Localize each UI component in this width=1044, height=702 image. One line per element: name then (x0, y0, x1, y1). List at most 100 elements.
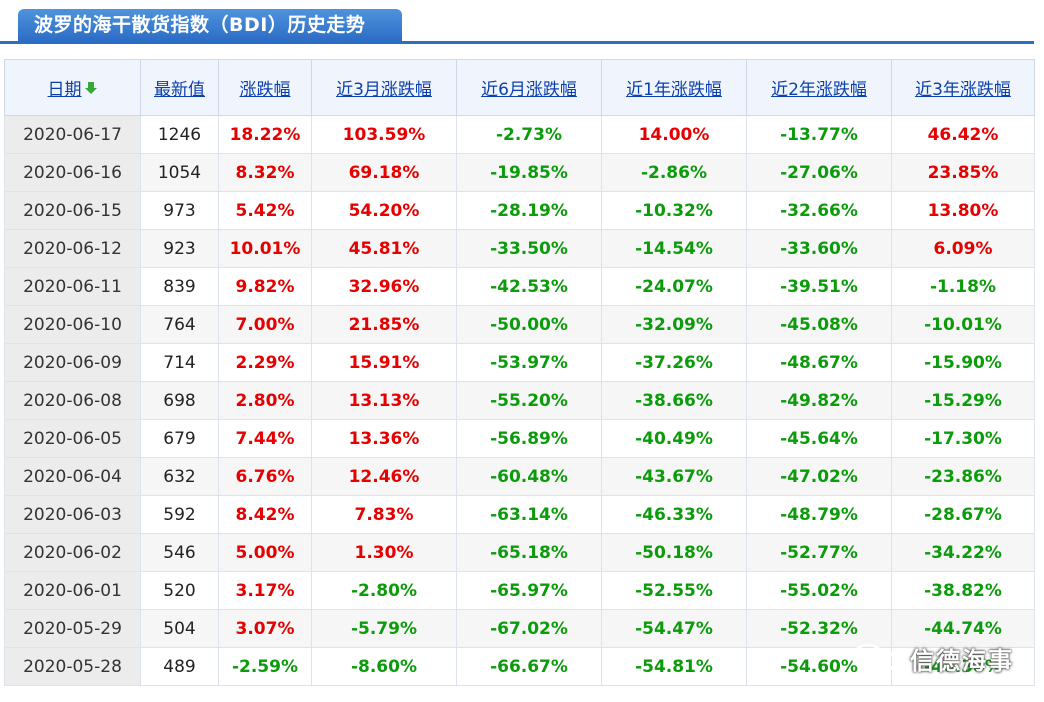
percent-change-cell: -37.26% (601, 343, 747, 382)
percent-change-cell: 2.80% (218, 381, 312, 420)
percent-change-cell: -50.18% (601, 533, 747, 572)
table-row: 2020-06-08 698 2.80% 13.13% -55.20% -38.66% -4… (4, 381, 1035, 420)
value-cell: 632 (140, 457, 219, 496)
percent-change-cell: -45.08% (746, 305, 892, 344)
percent-change-cell: -49.82% (746, 381, 892, 420)
percent-change-cell: -63.14% (456, 495, 602, 534)
percent-change-cell: -32.09% (601, 305, 747, 344)
value-cell: 764 (140, 305, 219, 344)
percent-change-cell: 103.59% (311, 115, 457, 154)
bdi-history-table: 日期 最新值 涨跌幅 近3月涨跌幅 近6月涨跌幅 近1年涨跌幅 近2年涨跌幅 近3年涨跌幅 2… (4, 59, 1035, 686)
percent-change-cell: -65.97% (456, 571, 602, 610)
percent-change-cell: -52.55% (601, 571, 747, 610)
percent-change-cell: -14.54% (601, 229, 747, 268)
percent-change-cell: 3.07% (218, 609, 312, 648)
percent-change-cell: -33.60% (746, 229, 892, 268)
bdi-table-container: 日期 最新值 涨跌幅 近3月涨跌幅 近6月涨跌幅 近1年涨跌幅 近2年涨跌幅 近3年涨跌幅 2… (4, 59, 1035, 686)
value-cell: 923 (140, 229, 219, 268)
value-cell: 839 (140, 267, 219, 306)
watermark-text: 信德海事 (910, 646, 1014, 675)
percent-change-cell: -13.77% (746, 115, 892, 154)
percent-change-cell: 15.91% (311, 343, 457, 382)
percent-change-cell: -34.22% (891, 533, 1035, 572)
percent-change-cell: -52.77% (746, 533, 892, 572)
percent-change-cell: 46.42% (891, 115, 1035, 154)
table-row: 2020-05-28 489 -2.59% -8.60% -66.67% -54.81% -… (4, 647, 1035, 686)
percent-change-cell: 21.85% (311, 305, 457, 344)
column-header-date[interactable]: 日期 (4, 59, 141, 116)
percent-change-cell: 6.76% (218, 457, 312, 496)
column-header-change-6m[interactable]: 近6月涨跌幅 (456, 59, 602, 116)
table-row: 2020-06-03 592 8.42% 7.83% -63.14% -46.33% -48… (4, 495, 1035, 534)
column-header-change[interactable]: 涨跌幅 (218, 59, 312, 116)
column-header-change-3y[interactable]: 近3年涨跌幅 (891, 59, 1035, 116)
date-cell: 2020-06-15 (4, 191, 141, 230)
percent-change-cell: 6.09% (891, 229, 1035, 268)
percent-change-cell: 5.42% (218, 191, 312, 230)
percent-change-cell: -27.06% (746, 153, 892, 192)
date-cell: 2020-06-11 (4, 267, 141, 306)
title-underline (0, 41, 1034, 44)
sort-down-arrow-icon[interactable] (84, 81, 98, 99)
percent-change-cell: 32.96% (311, 267, 457, 306)
value-cell: 973 (140, 191, 219, 230)
value-cell: 546 (140, 533, 219, 572)
value-cell: 1246 (140, 115, 219, 154)
percent-change-cell: -66.67% (456, 647, 602, 686)
percent-change-cell: -40.49% (601, 419, 747, 458)
percent-change-cell: 18.22% (218, 115, 312, 154)
table-row: 2020-06-11 839 9.82% 32.96% -42.53% -24.07% -3… (4, 267, 1035, 306)
column-header-label: 涨跌幅 (239, 80, 291, 100)
percent-change-cell: -43.67% (601, 457, 747, 496)
column-header-label: 近3年涨跌幅 (915, 80, 1011, 100)
column-header-change-3m[interactable]: 近3月涨跌幅 (311, 59, 457, 116)
percent-change-cell: -10.32% (601, 191, 747, 230)
percent-change-cell: -23.86% (891, 457, 1035, 496)
table-row: 2020-05-29 504 3.07% -5.79% -67.02% -54.47% -5… (4, 609, 1035, 648)
percent-change-cell: 5.00% (218, 533, 312, 572)
percent-change-cell: -44.74% (891, 609, 1035, 648)
column-header-change-1y[interactable]: 近1年涨跌幅 (601, 59, 747, 116)
column-header-latest-value[interactable]: 最新值 (140, 59, 219, 116)
date-cell: 2020-06-03 (4, 495, 141, 534)
percent-change-cell: -38.66% (601, 381, 747, 420)
percent-change-cell: 7.44% (218, 419, 312, 458)
date-cell: 2020-06-05 (4, 419, 141, 458)
percent-change-cell: -2.80% (311, 571, 457, 610)
percent-change-cell: -8.60% (311, 647, 457, 686)
percent-change-cell: -5.79% (311, 609, 457, 648)
percent-change-cell: -54.47% (601, 609, 747, 648)
percent-change-cell: -2.59% (218, 647, 312, 686)
percent-change-cell: -2.73% (456, 115, 602, 154)
percent-change-cell: -48.79% (746, 495, 892, 534)
table-row: 2020-06-01 520 3.17% -2.80% -65.97% -52.55% -5… (4, 571, 1035, 610)
percent-change-cell: 7.00% (218, 305, 312, 344)
value-cell: 698 (140, 381, 219, 420)
column-header-label: 近3月涨跌幅 (336, 80, 432, 100)
date-cell: 2020-05-28 (4, 647, 141, 686)
percent-change-cell: 13.13% (311, 381, 457, 420)
percent-change-cell: 12.46% (311, 457, 457, 496)
table-row: 2020-06-15 973 5.42% 54.20% -28.19% -10.32% -3… (4, 191, 1035, 230)
date-cell: 2020-06-16 (4, 153, 141, 192)
column-header-change-2y[interactable]: 近2年涨跌幅 (746, 59, 892, 116)
percent-change-cell: -54.81% (601, 647, 747, 686)
percent-change-cell: -38.82% (891, 571, 1035, 610)
table-row: 2020-06-12 923 10.01% 45.81% -33.50% -14.54% -… (4, 229, 1035, 268)
table-row: 2020-06-16 1054 8.32% 69.18% -19.85% -2.86% -2… (4, 153, 1035, 192)
percent-change-cell: -15.29% (891, 381, 1035, 420)
value-cell: 489 (140, 647, 219, 686)
value-cell: 592 (140, 495, 219, 534)
percent-change-cell: 7.83% (311, 495, 457, 534)
percent-change-cell: -54.60% (746, 647, 892, 686)
percent-change-cell: -56.89% (456, 419, 602, 458)
table-row: 2020-06-10 764 7.00% 21.85% -50.00% -32.09% -4… (4, 305, 1035, 344)
date-cell: 2020-06-10 (4, 305, 141, 344)
percent-change-cell: -45.64% (746, 419, 892, 458)
percent-change-cell: 45.81% (311, 229, 457, 268)
percent-change-cell: -24.07% (601, 267, 747, 306)
table-row: 2020-06-17 1246 18.22% 103.59% -2.73% 14.00% -… (4, 115, 1035, 154)
percent-change-cell: -47.02% (746, 457, 892, 496)
percent-change-cell: -15.90% (891, 343, 1035, 382)
date-cell: 2020-06-02 (4, 533, 141, 572)
